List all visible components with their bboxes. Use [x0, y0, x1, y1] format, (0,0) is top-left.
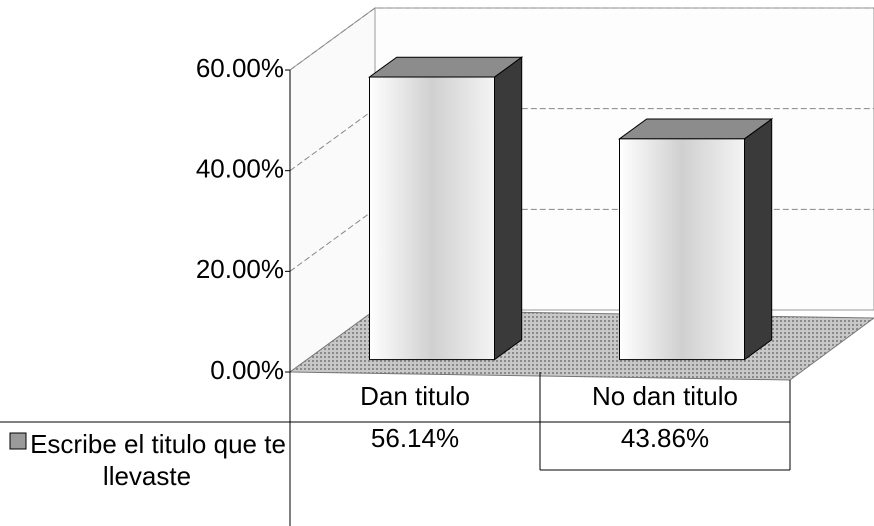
x-tick-label: Dan titulo	[360, 381, 470, 411]
bar-side	[494, 56, 523, 361]
bar-side	[744, 118, 773, 361]
grid-line	[289, 7, 874, 71]
side-wall	[289, 7, 376, 373]
table-value: 56.14%	[371, 423, 459, 453]
bar-top	[617, 118, 774, 140]
y-tick-label: 0.00%	[210, 355, 284, 385]
x-tick-label: No dan titulo	[592, 381, 738, 411]
y-tick-label: 60.00%	[196, 53, 284, 83]
grid-line	[289, 108, 874, 172]
bar	[369, 76, 495, 361]
y-tick-label: 20.00%	[196, 254, 284, 284]
series-name: Escribe el titulo que te llevaste	[30, 429, 286, 491]
y-tick-label: 40.00%	[196, 154, 284, 184]
legend-key	[9, 432, 27, 450]
table-value: 43.86%	[621, 423, 709, 453]
bar	[619, 138, 745, 361]
bar-top	[367, 56, 524, 78]
